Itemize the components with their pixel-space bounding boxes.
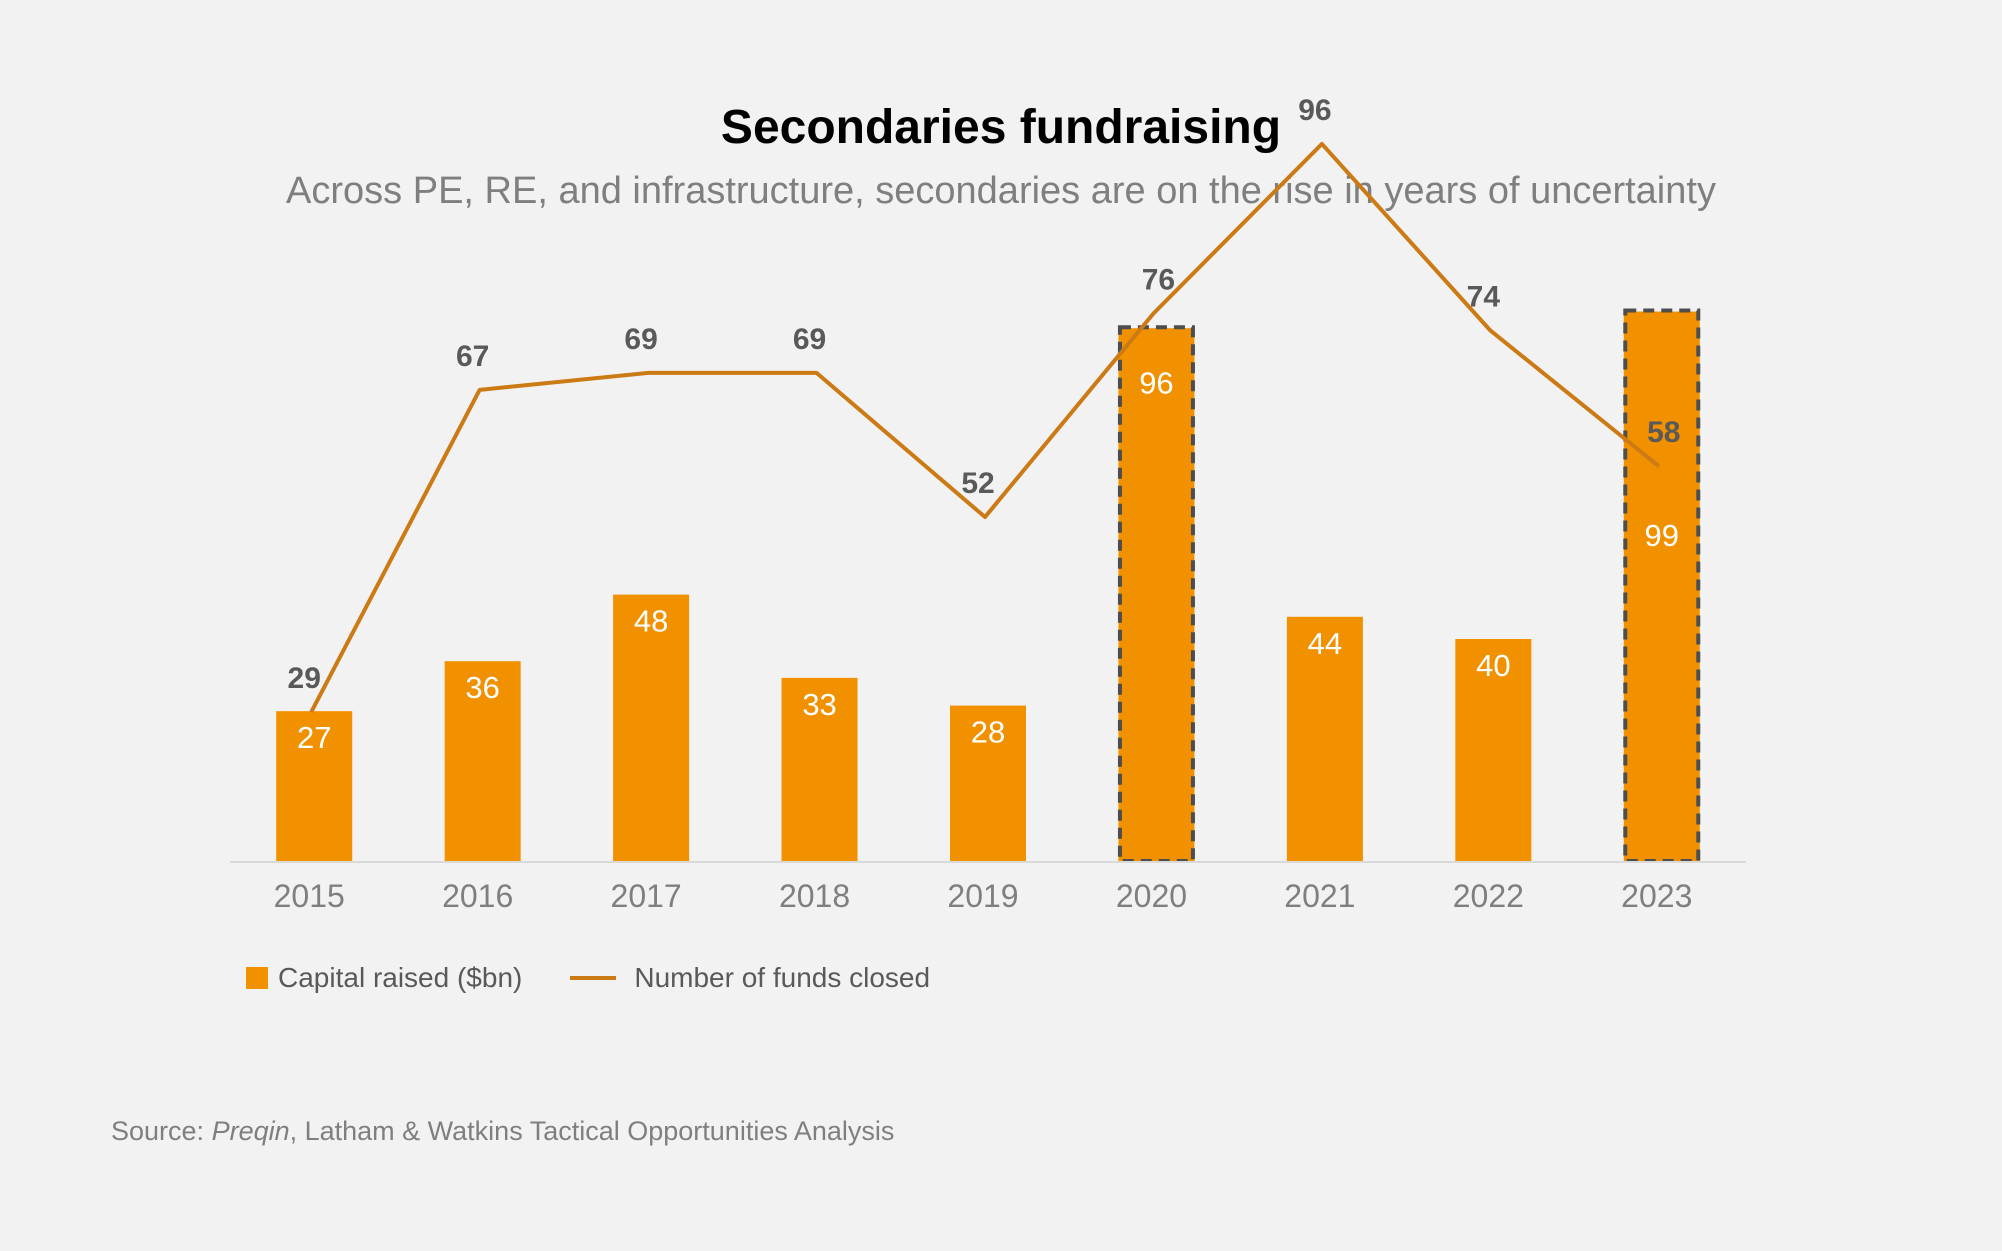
legend-label-funds-closed: Number of funds closed <box>634 962 931 993</box>
line-label-2020: 76 <box>1142 264 1175 297</box>
bar-2020 <box>1118 328 1195 861</box>
x-tick-label-2018: 2018 <box>779 878 850 914</box>
x-tick-label-2022: 2022 <box>1453 878 1524 914</box>
bar-label-2023: 99 <box>1645 518 1679 553</box>
chart-legend: Capital raised ($bn) Number of funds clo… <box>246 962 978 994</box>
line-label-2018: 69 <box>793 323 826 356</box>
x-tick-label-2023: 2023 <box>1621 878 1692 914</box>
bar-label-2020: 96 <box>1139 366 1173 401</box>
line-label-2021: 96 <box>1298 94 1331 127</box>
x-tick-label-2015: 2015 <box>274 878 345 914</box>
line-label-2015: 29 <box>288 662 321 695</box>
legend-item-funds-closed: Number of funds closed <box>570 962 930 994</box>
source-rest: , Latham & Watkins Tactical Opportunitie… <box>289 1116 895 1146</box>
chart-subtitle: Across PE, RE, and infrastructure, secon… <box>286 170 1716 212</box>
source-prefix: Source: <box>111 1116 212 1146</box>
bar-label-2016: 36 <box>465 670 499 705</box>
x-tick-label-2020: 2020 <box>1116 878 1187 914</box>
bar-label-2019: 28 <box>971 715 1005 750</box>
line-label-2016: 67 <box>456 340 489 373</box>
bar-2015 <box>276 711 353 861</box>
bar-2016 <box>444 661 521 861</box>
bar-label-2017: 48 <box>634 604 668 639</box>
legend-item-capital-raised: Capital raised ($bn) <box>246 962 522 994</box>
source-note: Source: Preqin, Latham & Watkins Tactica… <box>111 1116 894 1147</box>
bar-2018 <box>781 677 858 861</box>
x-tick-label-2016: 2016 <box>442 878 513 914</box>
highlight-frame-2020 <box>1117 325 1195 863</box>
legend-swatch-line <box>570 976 617 980</box>
legend-swatch-bar <box>246 967 268 989</box>
bar-2017 <box>613 594 690 861</box>
bar-label-2018: 33 <box>802 687 836 722</box>
line-funds-closed <box>309 141 1661 714</box>
legend-label-capital-raised: Capital raised ($bn) <box>278 962 523 993</box>
x-tick-label-2019: 2019 <box>947 878 1018 914</box>
bar-label-2015: 27 <box>297 720 331 755</box>
line-label-2023: 58 <box>1647 416 1680 449</box>
line-label-2019: 52 <box>961 467 994 500</box>
x-tick-label-2017: 2017 <box>611 878 682 914</box>
bar-label-2021: 44 <box>1308 626 1342 661</box>
bar-2021 <box>1286 616 1363 861</box>
line-label-2022: 74 <box>1467 280 1501 313</box>
bar-2022 <box>1455 639 1532 861</box>
chart-title: Secondaries fundraising <box>720 101 1282 154</box>
line-label-2017: 69 <box>624 323 657 356</box>
source-italic: Preqin <box>211 1116 290 1146</box>
bar-2019 <box>950 705 1026 861</box>
bar-label-2022: 40 <box>1476 648 1510 683</box>
bar-2023 <box>1623 311 1700 861</box>
x-tick-label-2021: 2021 <box>1284 878 1355 914</box>
highlight-frame-2023 <box>1623 308 1701 863</box>
